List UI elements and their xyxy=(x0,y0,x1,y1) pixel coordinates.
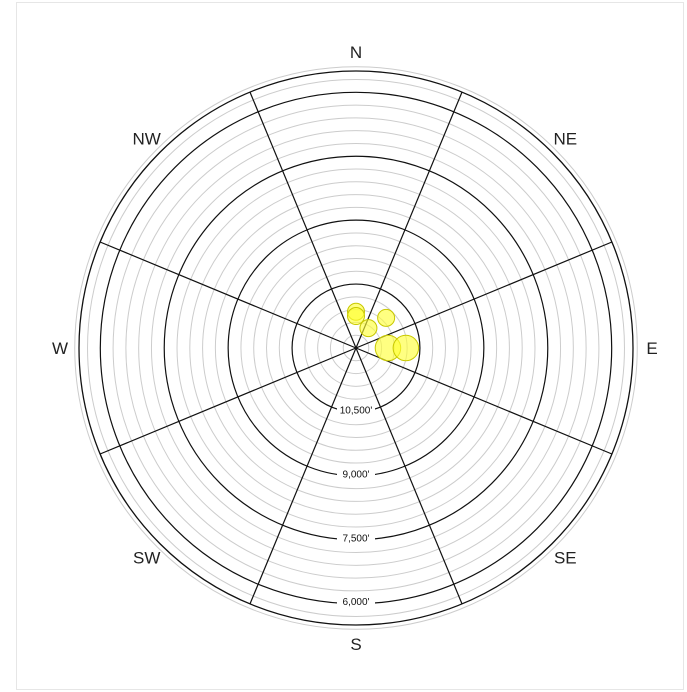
direction-label-se: SE xyxy=(554,548,577,567)
direction-label-e: E xyxy=(646,339,657,358)
direction-label-nw: NW xyxy=(133,130,161,149)
data-point xyxy=(377,308,396,327)
elevation-ring-minor xyxy=(189,181,523,515)
aspect-spokes xyxy=(99,91,613,605)
sector-spoke xyxy=(355,347,613,455)
direction-label-ne: NE xyxy=(553,130,577,149)
sector-spoke xyxy=(249,347,357,605)
outer-boundary-ring xyxy=(78,70,634,626)
elevation-labels: 10,500' 9,000' 7,500' 6,000' xyxy=(337,404,375,608)
elevation-ring-minor xyxy=(202,194,510,502)
sector-spoke xyxy=(355,241,613,349)
elevation-label-background xyxy=(337,532,375,544)
sector-spoke xyxy=(355,91,463,349)
elevation-ring-minor xyxy=(240,232,472,464)
elevation-ring-minor xyxy=(112,104,600,592)
data-point xyxy=(347,307,365,326)
elevation-ring-minor xyxy=(266,258,446,438)
direction-label-sw: SW xyxy=(133,548,160,567)
elevation-label-background xyxy=(337,404,375,416)
elevation-ring-minor xyxy=(342,334,370,362)
elevation-label-background xyxy=(337,468,375,480)
elevation-label: 7,500' xyxy=(343,533,370,544)
elevation-ring-minor xyxy=(214,206,498,490)
data-point xyxy=(359,319,378,338)
elevation-ring-minor xyxy=(74,66,638,630)
elevation-ring-minor xyxy=(278,270,434,426)
direction-label-w: W xyxy=(52,339,68,358)
elevation-label-background xyxy=(337,596,375,608)
data-points xyxy=(347,302,420,362)
elevation-label: 9,000' xyxy=(343,469,370,480)
elevation-ring-minor xyxy=(150,142,562,554)
sector-spoke xyxy=(99,241,357,349)
sector-spoke xyxy=(249,91,357,349)
sector-spoke xyxy=(355,347,463,605)
direction-labels: N NE E SE S SW W NW xyxy=(52,43,658,654)
elevation-ring-minor xyxy=(125,117,587,579)
elevation-label: 6,000' xyxy=(343,597,370,608)
elevation-ring-minor xyxy=(253,245,459,451)
direction-label-s: S xyxy=(350,635,361,654)
sector-spoke xyxy=(99,347,357,455)
elevation-label: 10,500' xyxy=(340,405,373,416)
data-point xyxy=(392,334,420,362)
elevation-ring-minor xyxy=(87,79,625,617)
direction-label-n: N xyxy=(350,43,362,62)
elevation-ring-minor xyxy=(138,130,574,566)
elevation-ring-minor xyxy=(176,168,536,528)
